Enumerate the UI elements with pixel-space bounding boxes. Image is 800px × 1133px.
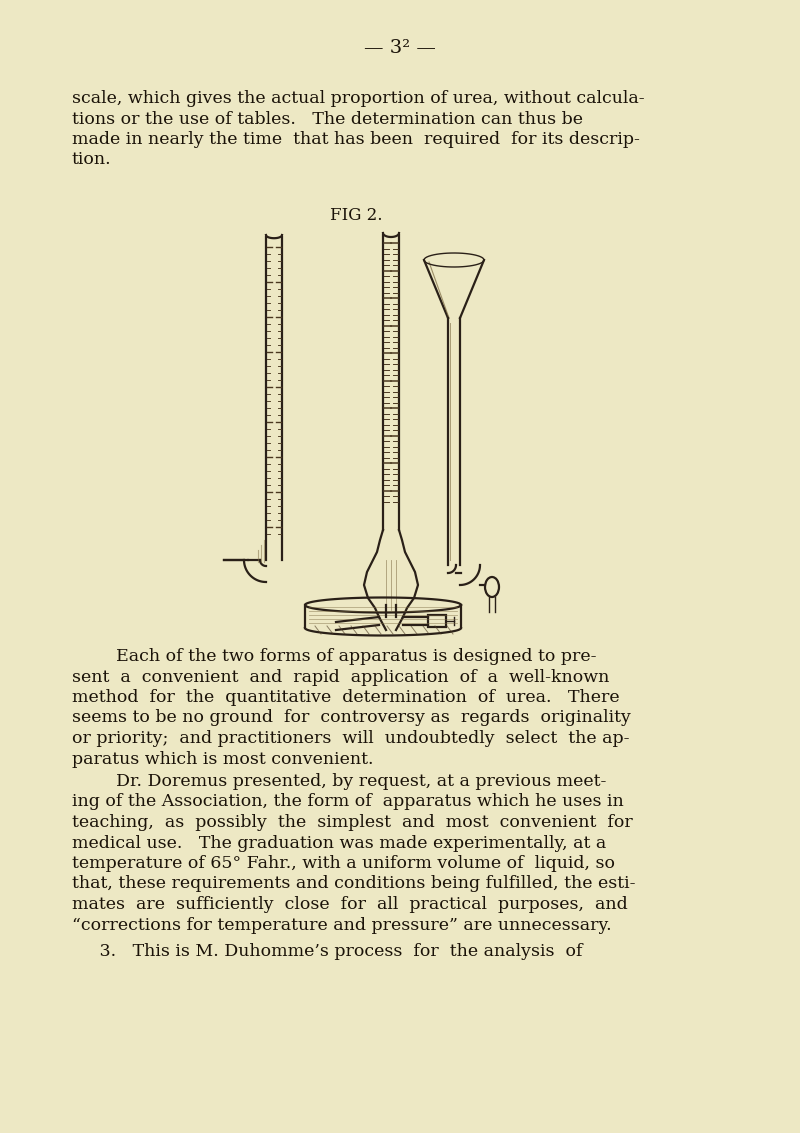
Text: tion.: tion. [72,152,112,169]
Text: made in nearly the time  that has been  required  for its descrip-: made in nearly the time that has been re… [72,131,640,148]
Text: method  for  the  quantitative  determination  of  urea.   There: method for the quantitative determinatio… [72,689,620,706]
Text: 3.   This is M. Duhomme’s process  for  the analysis  of: 3. This is M. Duhomme’s process for the … [72,943,582,960]
Text: paratus which is most convenient.: paratus which is most convenient. [72,750,374,767]
Ellipse shape [485,577,499,597]
Bar [428,615,446,627]
Text: temperature of 65° Fahr., with a uniform volume of  liquid, so: temperature of 65° Fahr., with a uniform… [72,855,615,872]
Text: “corrections for temperature and pressure” are unnecessary.: “corrections for temperature and pressur… [72,917,612,934]
Text: that, these requirements and conditions being fulfilled, the esti-: that, these requirements and conditions … [72,876,635,893]
Text: or priority;  and practitioners  will  undoubtedly  select  the ap-: or priority; and practitioners will undo… [72,730,630,747]
Text: scale, which gives the actual proportion of urea, without calcula-: scale, which gives the actual proportion… [72,90,645,107]
Text: medical use.   The graduation was made experimentally, at a: medical use. The graduation was made exp… [72,835,606,852]
Text: mates  are  sufficiently  close  for  all  practical  purposes,  and: mates are sufficiently close for all pra… [72,896,628,913]
Text: Dr. Doremus presented, by request, at a previous meet-: Dr. Doremus presented, by request, at a … [72,773,606,790]
Text: Each of the two forms of apparatus is designed to pre-: Each of the two forms of apparatus is de… [72,648,597,665]
Text: tions or the use of tables.   The determination can thus be: tions or the use of tables. The determin… [72,111,583,128]
Text: seems to be no ground  for  controversy as  regards  originality: seems to be no ground for controversy as… [72,709,631,726]
Text: sent  a  convenient  and  rapid  application  of  a  well-known: sent a convenient and rapid application … [72,668,610,685]
Text: — 3² —: — 3² — [364,39,436,57]
Text: ing of the Association, the form of  apparatus which he uses in: ing of the Association, the form of appa… [72,793,624,810]
Text: teaching,  as  possibly  the  simplest  and  most  convenient  for: teaching, as possibly the simplest and m… [72,813,633,830]
Text: FIG 2.: FIG 2. [330,207,382,224]
